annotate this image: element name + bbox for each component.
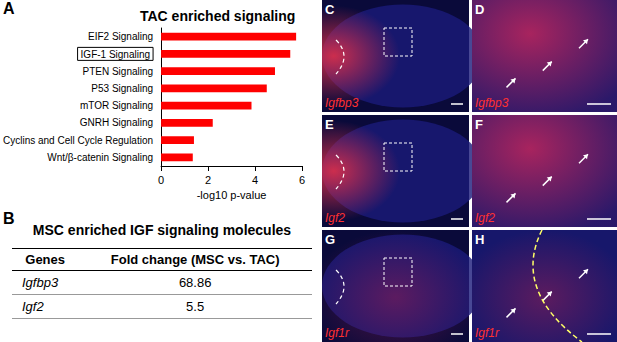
html-text:Genes: Genes: [25, 252, 65, 267]
html-text:MSC enriched IGF signaling mol: MSC enriched IGF signaling molecules: [32, 222, 292, 238]
svg-text:6: 6: [299, 174, 305, 186]
svg-text:F: F: [475, 117, 483, 132]
svg-text:GNRH Signaling: GNRH Signaling: [80, 117, 153, 128]
svg-text:TAC enriched signaling: TAC enriched signaling: [140, 8, 295, 24]
svg-text:Igf2: Igf2: [475, 211, 495, 225]
svg-text:Cyclins and Cell Cycle Regulat: Cyclins and Cell Cycle Regulation: [3, 135, 153, 146]
svg-text:mTOR Signaling: mTOR Signaling: [80, 100, 153, 111]
svg-text:PTEN Signaling: PTEN Signaling: [82, 66, 153, 77]
html-text:Igfbp3: Igfbp3: [22, 275, 59, 290]
svg-text:0: 0: [158, 174, 164, 186]
svg-text:IGF-1 Signaling: IGF-1 Signaling: [81, 49, 150, 60]
svg-text:Igfbp3: Igfbp3: [475, 96, 509, 110]
svg-text:Igfbp3: Igfbp3: [325, 96, 359, 110]
html-text:A: A: [3, 0, 15, 17]
svg-text:H: H: [475, 232, 484, 247]
svg-text:Igf1r: Igf1r: [325, 326, 350, 340]
svg-text:-log10 p-value: -log10 p-value: [197, 189, 267, 201]
html-text:B: B: [3, 210, 15, 227]
svg-text:Igf2: Igf2: [325, 211, 345, 225]
html-text:68.86: 68.86: [178, 275, 212, 290]
svg-text:E: E: [325, 117, 334, 132]
svg-text:C: C: [325, 2, 335, 17]
html-text:Igf2: Igf2: [22, 299, 44, 314]
svg-text:P53 Signaling: P53 Signaling: [91, 83, 153, 94]
svg-text:4: 4: [252, 174, 258, 186]
html-text:5.5: 5.5: [186, 299, 205, 314]
svg-text:D: D: [475, 2, 484, 17]
svg-text:G: G: [325, 232, 335, 247]
html-text:Fold change (MSC vs. TAC): Fold change (MSC vs. TAC): [110, 252, 280, 267]
svg-text:Wnt/β-catenin Signaling: Wnt/β-catenin Signaling: [47, 152, 153, 163]
svg-text:Igf1r: Igf1r: [475, 326, 500, 340]
svg-text:EIF2 Signaling: EIF2 Signaling: [88, 31, 153, 42]
svg-text:2: 2: [205, 174, 211, 186]
